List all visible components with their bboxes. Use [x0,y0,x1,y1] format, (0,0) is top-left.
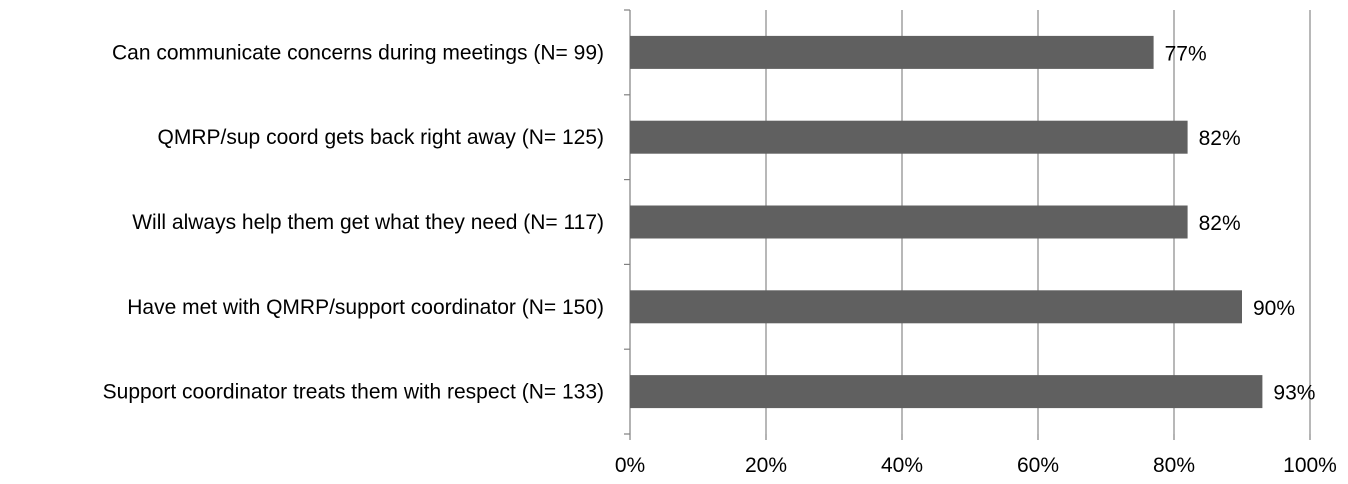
x-tick-label: 40% [881,454,923,477]
bar [630,290,1242,324]
data-label: 82% [1199,127,1241,150]
x-axis-tick-labels: 0% 20% 40% 60% 80% 100% [615,454,1337,477]
category-labels: Can communicate concerns during meetings… [103,41,604,403]
bar [630,375,1263,409]
bars [630,35,1263,409]
category-label: Have met with QMRP/support coordinator (… [127,296,604,319]
bar [630,120,1188,154]
x-tick-label: 20% [745,454,787,477]
data-label: 82% [1199,212,1241,235]
category-label: Will always help them get what they need… [132,211,604,234]
category-label: QMRP/sup coord gets back right away (N= … [158,126,604,149]
bar [630,205,1188,239]
category-label: Can communicate concerns during meetings… [112,41,604,64]
data-label: 90% [1253,297,1295,320]
x-tick-label: 60% [1017,454,1059,477]
data-label: 93% [1273,382,1315,405]
bar [630,35,1154,69]
data-label: 77% [1165,42,1207,65]
category-axis [624,9,631,435]
x-tick-label: 80% [1153,454,1195,477]
category-label: Support coordinator treats them with res… [103,381,604,404]
x-tick-label: 100% [1283,454,1337,477]
x-tick-label: 0% [615,454,645,477]
data-labels: 77% 82% 82% 90% 93% [1165,42,1316,404]
